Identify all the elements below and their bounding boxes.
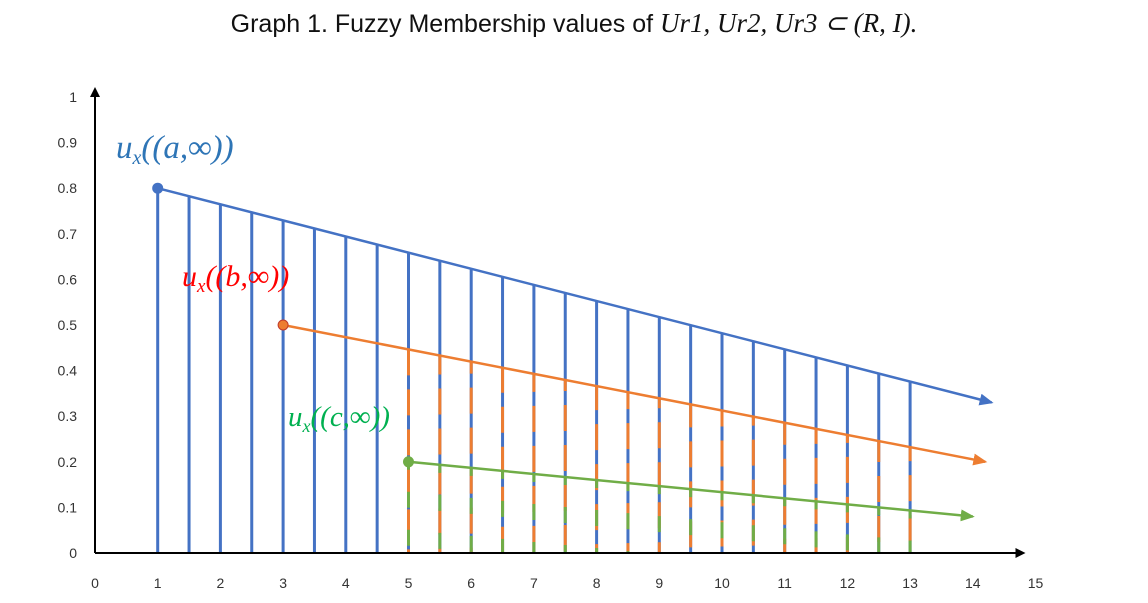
y-tick-label-0.5: 0.5 xyxy=(58,317,78,333)
y-tick-label-0.8: 0.8 xyxy=(58,180,78,196)
y-tick-label-1: 1 xyxy=(69,89,77,105)
y-tick-label-0: 0 xyxy=(69,545,77,561)
y-tick-label-0.4: 0.4 xyxy=(58,363,78,379)
x-tick-label-10: 10 xyxy=(714,575,730,591)
y-tick-label-0.9: 0.9 xyxy=(58,135,78,151)
y-tick-label-0.7: 0.7 xyxy=(58,226,78,242)
y-tick-label-0.2: 0.2 xyxy=(58,454,78,470)
chart-title-math: Ur1, Ur2, Ur3 ⊂ (R, I). xyxy=(660,8,918,38)
chart-title-prefix: Graph 1. Fuzzy Membership values of xyxy=(230,10,660,38)
x-tick-label-12: 12 xyxy=(840,575,856,591)
series-start-point-3 xyxy=(403,456,414,468)
x-tick-label-15: 15 xyxy=(1028,575,1044,591)
y-tick-label-0.3: 0.3 xyxy=(58,408,78,424)
series-label-1: ux((a,∞)) xyxy=(116,130,234,169)
series-line-2 xyxy=(282,323,988,466)
x-tick-label-3: 3 xyxy=(279,575,287,591)
x-tick-label-8: 8 xyxy=(593,575,601,591)
x-tick-label-11: 11 xyxy=(777,575,792,591)
x-tick-label-0: 0 xyxy=(91,575,99,591)
x-tick-label-13: 13 xyxy=(902,575,918,591)
x-tick-label-4: 4 xyxy=(342,575,350,591)
y-tick-label-0.6: 0.6 xyxy=(58,271,78,287)
x-tick-label-14: 14 xyxy=(965,575,981,591)
series-start-point-1 xyxy=(152,182,164,194)
x-tick-label-1: 1 xyxy=(154,575,162,591)
series-label-2: ux((b,∞)) xyxy=(182,260,289,297)
x-tick-label-6: 6 xyxy=(467,575,475,591)
series-line-1 xyxy=(157,186,994,406)
series-line-3 xyxy=(408,460,975,522)
x-tick-label-9: 9 xyxy=(655,575,663,591)
series-label-3: ux((c,∞)) xyxy=(288,401,390,436)
x-tick-label-2: 2 xyxy=(217,575,225,591)
x-tick-label-5: 5 xyxy=(405,575,413,591)
series-start-point-2 xyxy=(277,319,289,331)
y-tick-label-0.1: 0.1 xyxy=(58,499,78,515)
x-tick-label-7: 7 xyxy=(530,575,538,591)
chart-title: Graph 1. Fuzzy Membership values of Ur1,… xyxy=(0,8,1148,39)
